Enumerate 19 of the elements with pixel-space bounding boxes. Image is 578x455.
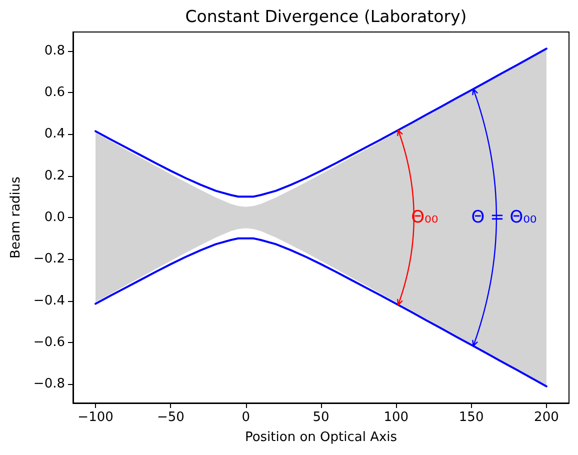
x-tick-label: −50 (156, 410, 184, 425)
y-tick-label: 0.8 (44, 43, 65, 58)
chart-title: Constant Divergence (Laboratory) (185, 7, 467, 26)
x-tick-label: −100 (78, 410, 114, 425)
y-tick-label: 0.2 (44, 168, 65, 184)
y-axis-title: Beam radius (8, 176, 24, 258)
y-tick-label: 0.6 (44, 84, 65, 100)
x-tick-label: 150 (458, 410, 484, 425)
y-tick-label: 0.0 (44, 210, 65, 225)
x-tick-label: 100 (384, 410, 409, 425)
x-tick-label: 200 (534, 410, 559, 425)
x-tick-label: 50 (312, 410, 330, 425)
y-tick-label: −0.4 (33, 293, 65, 308)
y-tick-label: −0.2 (33, 252, 65, 267)
y-tick-label: −0.6 (33, 335, 65, 350)
x-tick-label: 0 (242, 410, 250, 425)
y-tick-label: 0.4 (44, 126, 65, 142)
x-axis-title: Position on Optical Axis (244, 430, 398, 445)
y-tick-label: −0.8 (33, 376, 65, 392)
